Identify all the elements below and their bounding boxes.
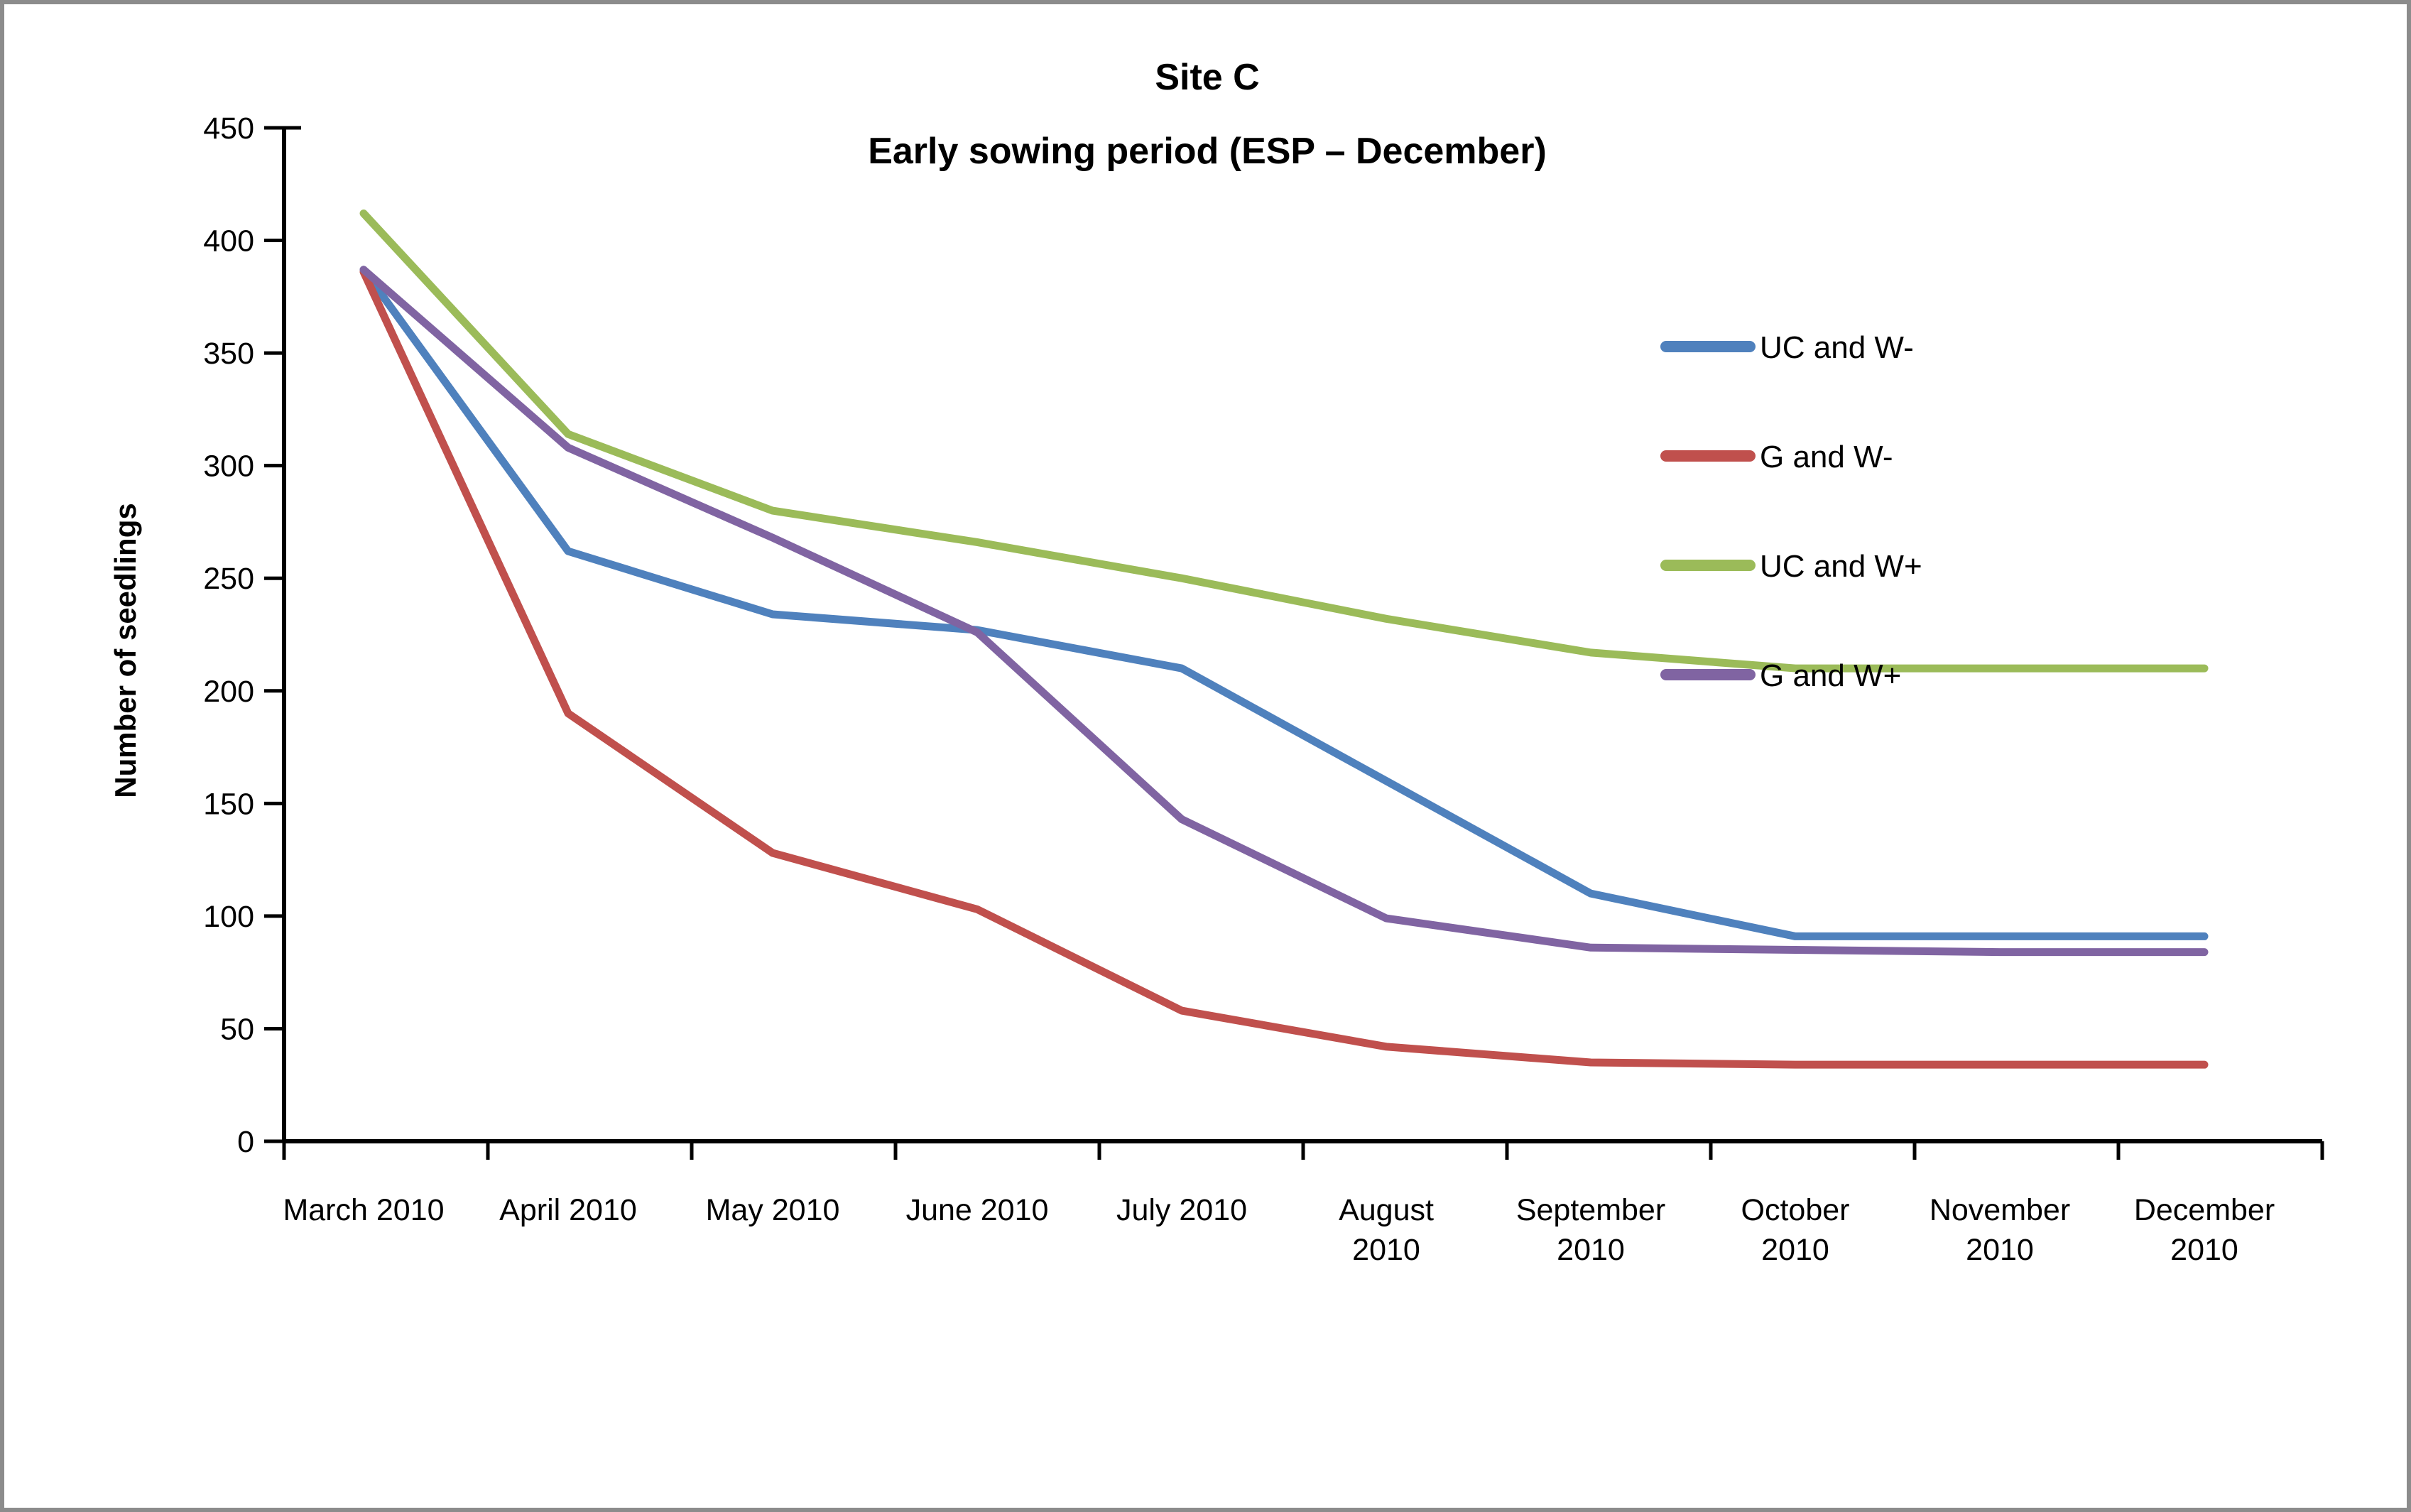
x-axis-label: October 2010	[1741, 1193, 1850, 1267]
chart-title-line2: Early sowing period (ESP – December)	[868, 131, 1547, 172]
x-axis-label: July 2010	[1116, 1193, 1247, 1227]
series-line-uc-and-w-	[359, 266, 2209, 940]
series-line-uc-and-w+	[359, 210, 2209, 673]
y-tick-label: 350	[203, 337, 254, 371]
data-series	[359, 210, 2209, 1069]
x-axis-label: March 2010	[283, 1193, 444, 1227]
x-axis-label: December 2010	[2134, 1193, 2275, 1267]
legend-label: UC and W+	[1760, 549, 1922, 584]
y-axis-title: Number of seedlings	[109, 503, 142, 798]
axes	[282, 126, 2322, 1143]
chart-title-line1: Site C	[1155, 57, 1259, 98]
y-tick-label: 400	[203, 224, 254, 259]
y-tick-label: 450	[203, 112, 254, 146]
line-chart: Site C Early sowing period (ESP – Decemb…	[4, 4, 2407, 1508]
y-tick-label: 50	[220, 1012, 254, 1046]
x-axis-label: June 2010	[906, 1193, 1049, 1227]
x-axis-label: November 2010	[1930, 1193, 2070, 1267]
legend-label: G and W-	[1760, 440, 1893, 474]
x-axis-label: August 2010	[1339, 1193, 1434, 1267]
y-tick-label: 0	[237, 1125, 254, 1159]
chart-legend: UC and W- G and W- UC and W+ G and W+	[1660, 330, 1922, 693]
y-tick-label: 200	[203, 675, 254, 709]
series-line-g-and-w+	[359, 266, 2209, 957]
legend-label: G and W+	[1760, 658, 1901, 693]
x-axis-ticks	[282, 1141, 2324, 1160]
y-axis-ticks: 0 50 100 150 200 250 300 350 400 450	[203, 112, 284, 1159]
x-axis-labels: March 2010 April 2010 May 2010 June 2010 Jul…	[283, 1193, 2275, 1267]
chart-background	[4, 4, 2407, 1508]
y-tick-label: 300	[203, 450, 254, 484]
x-axis-label: May 2010	[706, 1193, 840, 1227]
x-axis-label: April 2010	[499, 1193, 637, 1227]
y-tick-label: 250	[203, 562, 254, 596]
legend-label: UC and W-	[1760, 330, 1914, 365]
series-line-g-and-w-	[359, 268, 2209, 1069]
y-tick-label: 150	[203, 787, 254, 821]
y-tick-label: 100	[203, 900, 254, 934]
x-axis-label: September 2010	[1516, 1193, 1665, 1267]
